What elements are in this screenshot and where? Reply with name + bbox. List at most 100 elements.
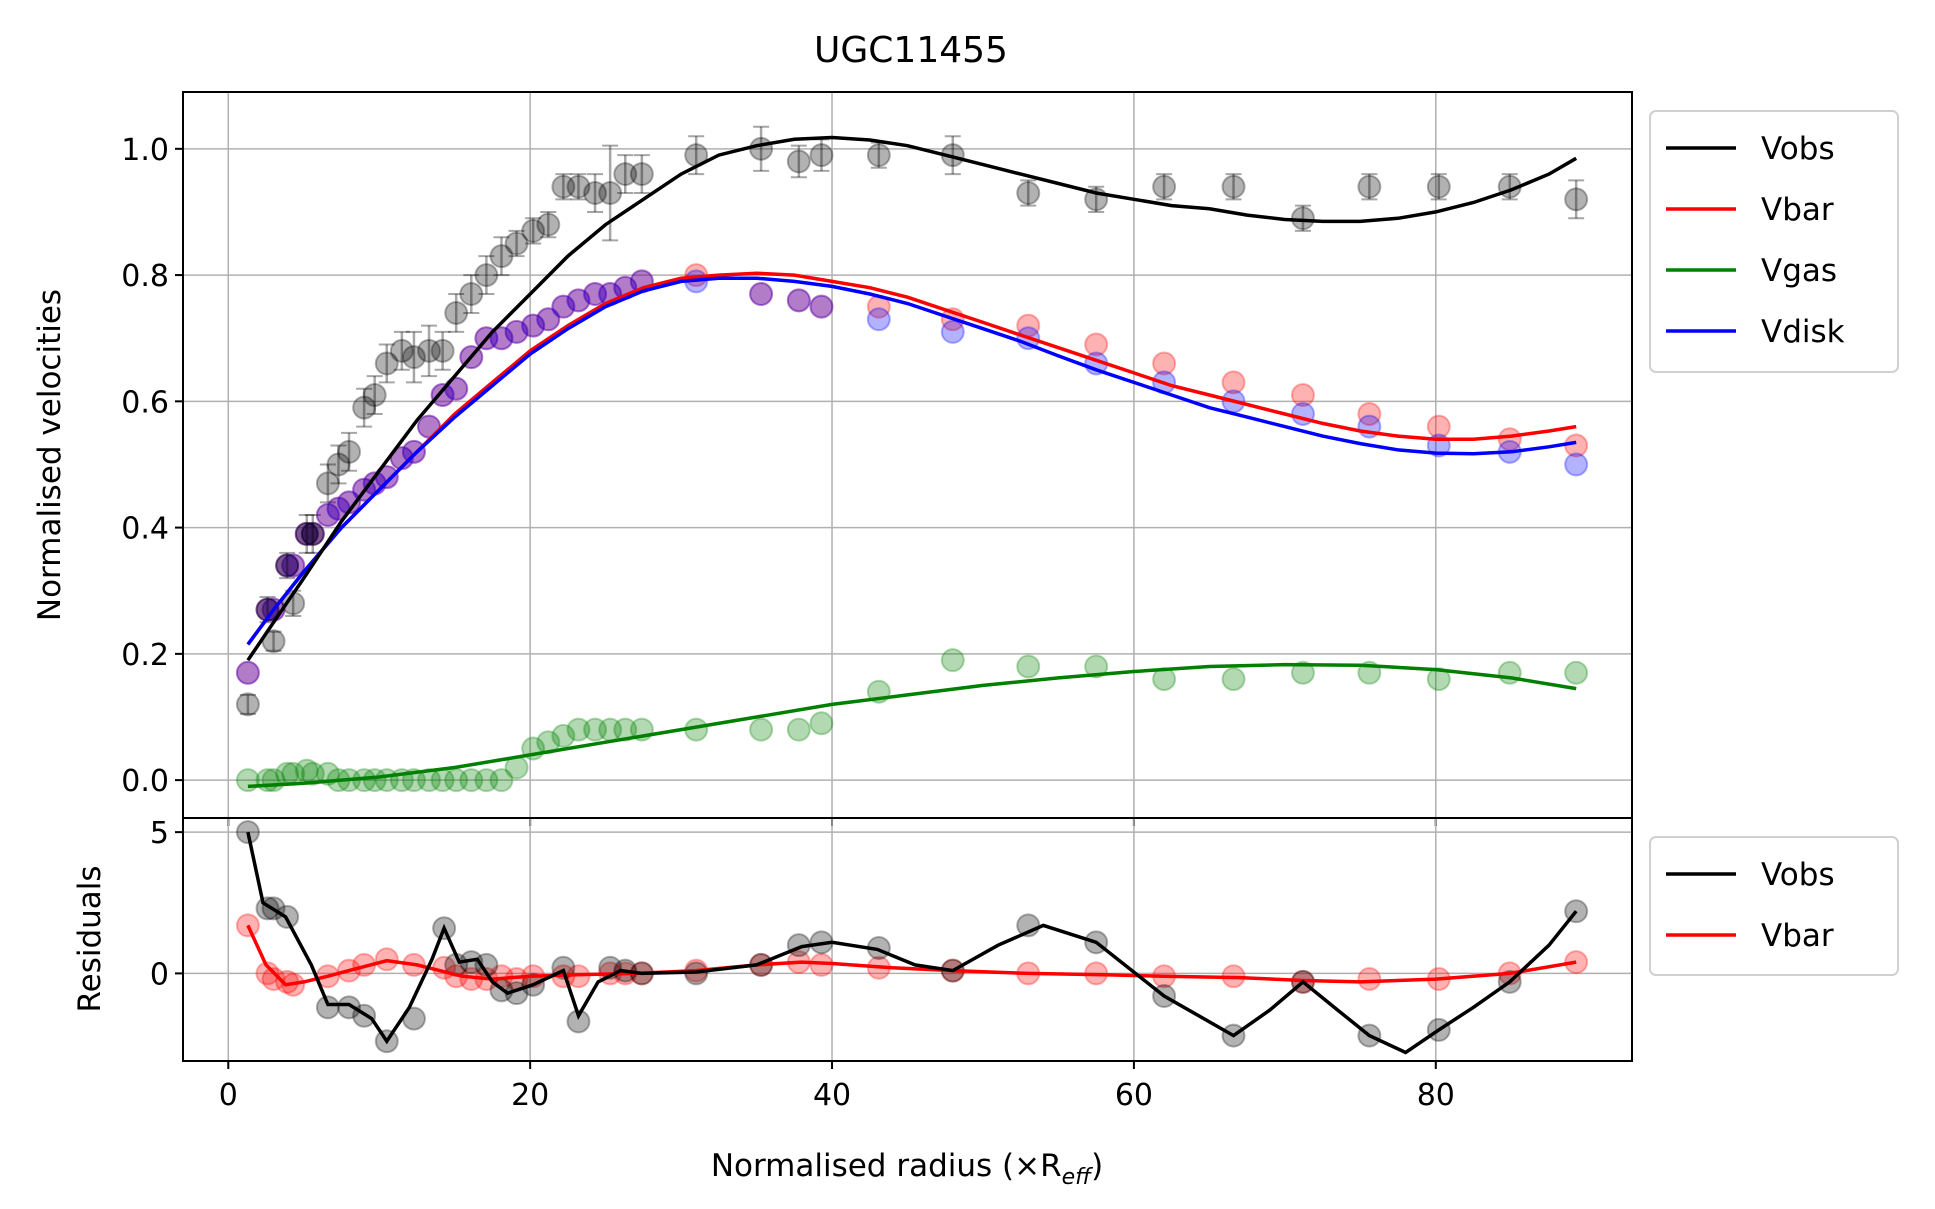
vbar-point <box>294 521 319 546</box>
vdisk-point <box>940 319 965 344</box>
bottom-ytick-label: 0 <box>150 957 169 992</box>
vobs-point <box>459 282 484 307</box>
vbar-point <box>809 294 834 319</box>
residual-vbar-point <box>1357 967 1382 992</box>
vbar-point <box>749 282 774 307</box>
vgas-point <box>1426 667 1451 692</box>
legend-bottom: Vobs Vbar <box>1649 836 1899 976</box>
vdisk-point <box>281 553 306 578</box>
x-axis-label-main: Normalised radius (×R <box>711 1148 1062 1184</box>
vbar-point <box>583 282 608 307</box>
chart-title: UGC11455 <box>814 30 1008 71</box>
vdisk-point <box>536 307 561 332</box>
vobs-point <box>629 162 654 187</box>
vbar-point <box>1290 383 1315 408</box>
vobs-point <box>389 338 414 363</box>
vobs-point <box>1426 174 1451 199</box>
vdisk-point <box>430 383 455 408</box>
vobs-point <box>566 174 591 199</box>
bottom-panel-grid <box>183 818 1632 1061</box>
vobs-point <box>374 351 399 376</box>
vobs-point <box>401 345 426 370</box>
top-panel-grid <box>183 92 1632 818</box>
vobs-point <box>551 174 576 199</box>
vobs-point <box>444 300 469 325</box>
vbar-point <box>235 660 260 685</box>
vdisk-point <box>294 521 319 546</box>
vobs-point <box>417 338 442 363</box>
vbar-point <box>1221 370 1246 395</box>
legend-label-vdisk: Vdisk <box>1761 314 1845 350</box>
legend-label-vgas: Vgas <box>1761 253 1837 289</box>
top-ytick-label: 0.0 <box>121 764 169 799</box>
vgas-point <box>300 761 325 786</box>
series-vgas-fit <box>247 662 1577 789</box>
vobs-point <box>337 439 362 464</box>
vgas-point <box>459 768 484 793</box>
series-vbar-points <box>235 263 1589 685</box>
vbar-point <box>786 288 811 313</box>
vobs-point <box>235 692 260 717</box>
vobs-point <box>352 395 377 420</box>
vobs-point <box>1564 187 1589 212</box>
vobs-point <box>1152 174 1177 199</box>
vgas-point <box>489 768 514 793</box>
vbar-point <box>281 553 306 578</box>
vobs-point <box>1290 206 1315 231</box>
vbar-point <box>489 326 514 351</box>
x-axis-label: Normalised radius (×Reff) <box>711 1148 1103 1190</box>
vobs-point <box>749 136 774 161</box>
vgas-point <box>1290 660 1315 685</box>
vobs-point <box>1357 174 1382 199</box>
residual-vobs-point <box>337 995 362 1020</box>
vbar-point <box>430 383 455 408</box>
vbar-point <box>536 307 561 332</box>
vdisk-point <box>566 288 591 313</box>
vdisk-point <box>401 439 426 464</box>
bottom-xtick-label: 80 <box>1417 1078 1455 1113</box>
legend-label-vbar: Vbar <box>1761 192 1834 228</box>
vdisk-point <box>489 326 514 351</box>
vobs-point <box>598 181 623 206</box>
vobs-point <box>326 452 351 477</box>
vobs-point <box>300 521 325 546</box>
vgas-point <box>749 717 774 742</box>
vobs-point <box>294 521 319 546</box>
legend-box <box>1649 110 1899 373</box>
vobs-point <box>362 383 387 408</box>
x-axis-label-subscript: eff <box>1062 1165 1094 1190</box>
vbar-point <box>566 288 591 313</box>
bottom-xtick-label: 0 <box>219 1078 238 1113</box>
vdisk-point <box>786 288 811 313</box>
residual-vbar-point <box>235 913 260 938</box>
vbar-point <box>1357 401 1382 426</box>
series-vbar-fit <box>246 271 1577 646</box>
vgas-point <box>362 768 387 793</box>
bottom-panel-ticks: 0 20 40 60 80 0 5 <box>150 816 1455 1113</box>
vdisk-point <box>749 282 774 307</box>
vobs-point <box>536 212 561 237</box>
vdisk-point <box>551 294 576 319</box>
vdisk-point <box>809 294 834 319</box>
vdisk-point <box>1564 452 1589 477</box>
vobs-point <box>613 162 638 187</box>
vdisk-point <box>275 553 300 578</box>
vdisk-point <box>315 502 340 527</box>
residual-vobs-point <box>315 995 340 1020</box>
bottom-xtick-label: 40 <box>813 1078 851 1113</box>
vdisk-point <box>583 282 608 307</box>
bottom-panel-marks <box>235 820 1589 1055</box>
top-ytick-label: 0.2 <box>121 638 169 673</box>
vdisk-point <box>300 521 325 546</box>
vbar-point <box>275 553 300 578</box>
residual-vbar-point <box>261 967 286 992</box>
vobs-point <box>786 149 811 174</box>
top-panel-marks <box>235 125 1589 793</box>
bottom-panel-frame <box>182 817 1633 1062</box>
vgas-point <box>551 723 576 748</box>
top-panel-ylabel: Normalised velocities <box>32 289 68 621</box>
vbar-point <box>1152 351 1177 376</box>
series-vobs-points <box>235 125 1589 717</box>
vbar-point <box>315 502 340 527</box>
